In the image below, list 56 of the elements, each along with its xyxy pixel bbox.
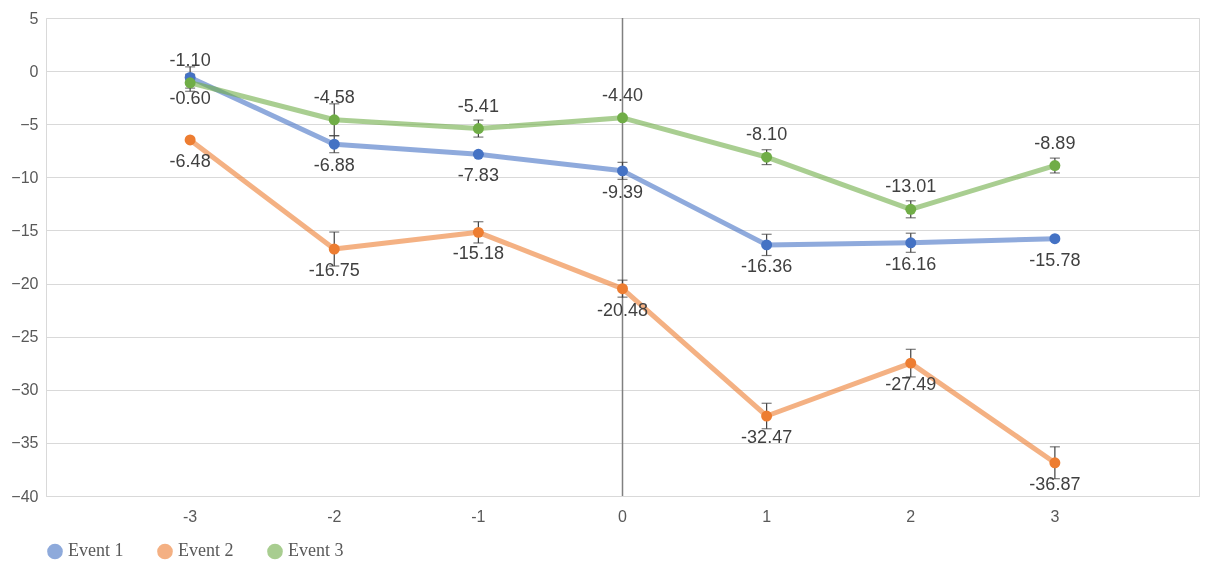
point bbox=[905, 203, 917, 215]
y-tick-label: −10 bbox=[11, 168, 39, 186]
point bbox=[905, 357, 917, 369]
point bbox=[905, 237, 917, 249]
x-tick-label: 3 bbox=[1050, 507, 1060, 525]
data-label: -32.47 bbox=[741, 427, 793, 448]
x-tick-label: 0 bbox=[618, 507, 628, 525]
data-label: -13.01 bbox=[885, 176, 937, 197]
x-tick-label: -1 bbox=[471, 507, 486, 525]
y-tick-label: −30 bbox=[11, 381, 39, 399]
point bbox=[472, 226, 484, 238]
point bbox=[184, 134, 196, 146]
point bbox=[617, 165, 628, 177]
data-label: -4.58 bbox=[313, 86, 355, 107]
data-label: -16.75 bbox=[308, 260, 360, 281]
data-label: -0.60 bbox=[169, 88, 211, 109]
data-label: -8.89 bbox=[1034, 132, 1076, 153]
data-label: -16.16 bbox=[885, 253, 937, 274]
data-label: -8.10 bbox=[746, 124, 788, 145]
y-tick-label: 5 bbox=[29, 9, 39, 27]
y-tick-label: 0 bbox=[29, 62, 39, 80]
y-tick-label: −20 bbox=[11, 275, 39, 293]
data-label: -15.78 bbox=[1029, 249, 1081, 270]
data-label: -7.83 bbox=[457, 165, 499, 186]
point bbox=[472, 123, 484, 135]
x-tick-label: 2 bbox=[906, 507, 916, 525]
point bbox=[1049, 233, 1061, 245]
point bbox=[328, 243, 340, 255]
point bbox=[617, 283, 628, 295]
legend-label: Event 3 bbox=[288, 540, 344, 561]
point bbox=[761, 239, 773, 251]
data-label: -36.87 bbox=[1029, 473, 1081, 494]
data-label: -15.18 bbox=[452, 243, 504, 264]
y-tick-label: −15 bbox=[11, 221, 39, 239]
legend-label: Event 2 bbox=[178, 540, 234, 561]
x-tick-label: -2 bbox=[327, 507, 342, 525]
y-tick-label: −40 bbox=[11, 487, 39, 505]
point bbox=[328, 138, 340, 150]
data-label: -1.10 bbox=[169, 49, 211, 70]
data-label: -6.48 bbox=[169, 150, 211, 171]
legend-label: Event 1 bbox=[68, 540, 124, 561]
point bbox=[617, 112, 628, 124]
point bbox=[184, 77, 196, 89]
data-label: -6.88 bbox=[313, 155, 355, 176]
data-label: -16.36 bbox=[741, 255, 793, 276]
data-label: -27.49 bbox=[885, 374, 937, 395]
point bbox=[761, 410, 773, 422]
y-tick-label: −25 bbox=[11, 328, 39, 346]
x-tick-label: 1 bbox=[762, 507, 772, 525]
y-tick-label: −5 bbox=[20, 115, 39, 133]
point bbox=[1049, 457, 1061, 469]
y-tick-label: −35 bbox=[11, 434, 39, 452]
point bbox=[472, 148, 484, 160]
point bbox=[328, 114, 340, 126]
x-tick-label: -3 bbox=[183, 507, 198, 525]
data-label: -5.41 bbox=[457, 95, 499, 116]
